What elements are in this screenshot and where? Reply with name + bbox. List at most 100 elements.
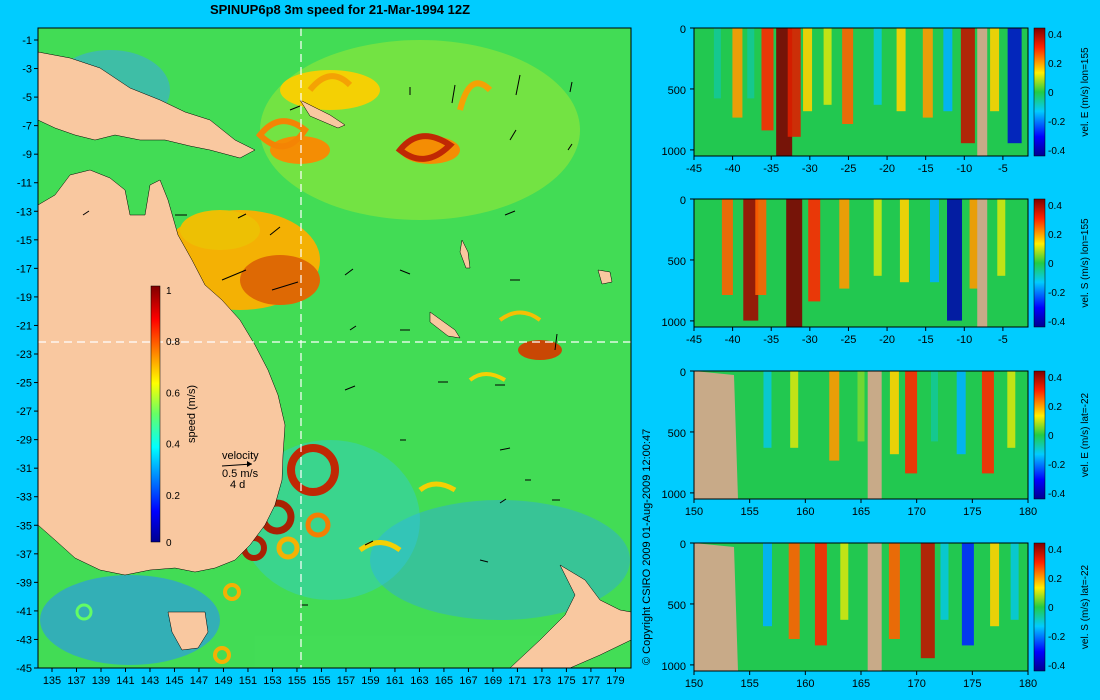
velocity-arrows: [82, 74, 573, 606]
section-x-tick-label: -35: [763, 163, 779, 175]
section-colorbar-tick-label: -0.2: [1048, 288, 1066, 299]
section-band: [732, 28, 743, 118]
section-x-tick-label: -15: [918, 334, 934, 346]
map-y-tick-label: -19: [16, 292, 32, 304]
land-fiji: [597, 269, 613, 285]
map-y-tick-label: -3: [22, 64, 32, 76]
map-y-tick-label: -13: [16, 206, 32, 218]
section-band: [829, 371, 840, 461]
map-x-tick-label: 161: [386, 675, 404, 687]
section-x-tick-label: 165: [852, 506, 870, 518]
section-band: [823, 28, 832, 105]
map-x-tick-label: 141: [116, 675, 134, 687]
section-colorbar-tick-label: -0.4: [1048, 489, 1066, 500]
map-x-tick-label: 155: [312, 675, 330, 687]
colorbar-tick-label: 0.4: [166, 440, 180, 451]
section-colorbar-tick-label: 0: [1048, 603, 1054, 614]
section-band: [803, 28, 813, 112]
section-band: [762, 543, 772, 627]
section-band: [788, 543, 800, 639]
section-band: [981, 371, 994, 474]
section-land: [977, 199, 988, 327]
map-y-tick-label: -35: [16, 520, 32, 532]
section-colorbar-label: vel. E (m/s) lon=155: [1080, 47, 1091, 137]
section-colorbar: [1033, 198, 1046, 328]
section-x-tick-label: 165: [852, 678, 870, 690]
map-y-tick-label: -1: [22, 35, 32, 47]
land-new-caledonia: [429, 311, 461, 339]
section-band: [929, 199, 939, 283]
section-x-tick-label: 180: [1019, 506, 1037, 518]
map-x-tick-label: 173: [533, 675, 551, 687]
map-x-tick-label: 171: [508, 675, 526, 687]
section-band: [755, 199, 767, 295]
section-x-tick-label: 170: [907, 678, 925, 690]
map-x-tick-label: 159: [361, 675, 379, 687]
section-x-tick-label: -10: [956, 163, 972, 175]
section-x-tick-label: 160: [796, 506, 814, 518]
section-x-tick-label: 160: [796, 678, 814, 690]
map-x-tick-label: 135: [43, 675, 61, 687]
section-band: [790, 371, 799, 448]
section-panel-4: 150 155 160 165 170 175 180 0 500 1000 0.4 0.2 0 -0.2…: [662, 539, 1091, 690]
section-colorbar-tick-label: 0.4: [1048, 373, 1062, 384]
section-band: [761, 28, 774, 131]
section-colorbar: [1033, 542, 1046, 672]
section-band: [1010, 543, 1019, 620]
section-band: [997, 199, 1006, 276]
velocity-key-arrowhead: [247, 461, 252, 467]
colorbar-tick-label: 1: [166, 286, 172, 297]
section-band: [840, 543, 849, 620]
section-panel-1: -45 -40 -35 -30 -25 -20 -15 -10 -5 0 500 1000 0.4 0.2…: [662, 24, 1091, 175]
section-band: [747, 28, 755, 99]
section-band: [943, 28, 953, 112]
section-band: [763, 371, 772, 448]
colorbar-tick-label: 0.8: [166, 337, 180, 348]
section-panels: -45 -40 -35 -30 -25 -20 -15 -10 -5 0 500 1000 0.4 0.2…: [662, 24, 1091, 690]
section-land: [694, 543, 738, 671]
section-colorbar-label: vel. S (m/s) lon=155: [1080, 218, 1091, 308]
map-y-tick-label: -45: [16, 663, 32, 675]
section-x-tick-label: -40: [725, 334, 741, 346]
section-land: [977, 28, 988, 156]
section-x-tick-label: -20: [879, 163, 895, 175]
section-colorbar-tick-label: 0: [1048, 88, 1054, 99]
land-australia: [37, 169, 286, 576]
section-band: [947, 199, 963, 321]
section-band: [873, 28, 882, 105]
section-y-tick-label: 1000: [662, 489, 686, 501]
section-band: [905, 371, 918, 474]
map-y-tick-label: -21: [16, 320, 32, 332]
map-x-tick-label: 151: [239, 675, 257, 687]
section-x-tick-label: -25: [840, 163, 856, 175]
section-y-tick-label: 0: [680, 367, 686, 379]
section-band: [888, 543, 900, 639]
section-band: [969, 199, 980, 289]
land-solomons: [299, 99, 346, 129]
section-band: [721, 199, 733, 295]
section-x-tick-label: -30: [802, 163, 818, 175]
section-y-tick-label: 0: [680, 195, 686, 207]
map-x-tick-label: 143: [141, 675, 159, 687]
section-band: [873, 199, 882, 276]
section-band: [743, 199, 759, 321]
copyright-text: © Copyright CSIRO 2009 01-Aug-2009 12:00…: [641, 429, 653, 665]
section-colorbar-tick-label: -0.2: [1048, 460, 1066, 471]
section-band: [960, 28, 975, 144]
section-x-tick-label: 155: [740, 506, 758, 518]
section-band: [990, 543, 1000, 627]
section-colorbar-tick-label: 0.2: [1048, 574, 1062, 585]
section-colorbar-label: vel. E (m/s) lat=-22: [1080, 392, 1091, 477]
section-band: [787, 28, 801, 137]
section-colorbar-tick-label: -0.4: [1048, 661, 1066, 672]
map-x-tick-label: 137: [67, 675, 85, 687]
section-panel-3: 150 155 160 165 170 175 180 0 500 1000 0.4 0.2 0 -0.2…: [662, 367, 1091, 518]
section-y-tick-label: 1000: [662, 661, 686, 673]
map-x-tick-label: 179: [606, 675, 624, 687]
section-band: [1007, 28, 1022, 144]
section-land: [867, 543, 882, 671]
section-y-tick-label: 1000: [662, 317, 686, 329]
section-y-tick-label: 0: [680, 539, 686, 551]
map-y-tick-label: -15: [16, 235, 32, 247]
